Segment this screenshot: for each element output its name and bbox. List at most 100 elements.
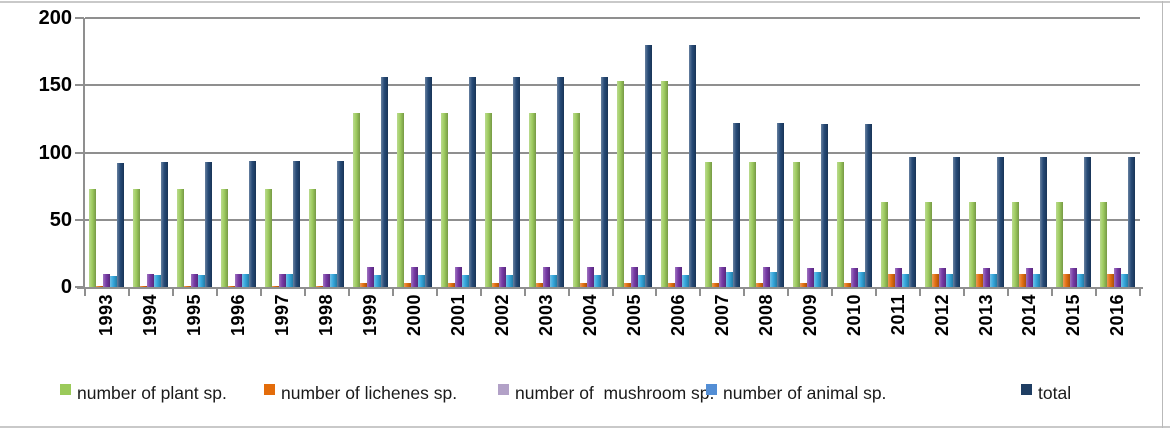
bar-total-1995 [205,162,213,287]
bar-plant-1999 [353,113,361,287]
bar-total-2014 [1040,157,1048,287]
bar-clusters [85,18,1140,287]
bar-animal-1996 [242,274,250,287]
x-label-1999: 1999 [360,294,381,337]
bar-lichenes-2011 [887,274,895,287]
bar-mushroom-2014 [1026,268,1034,287]
bar-cluster-2000 [393,18,437,287]
bar-cluster-2004 [568,18,612,287]
x-tick [875,289,877,296]
x-label-2013: 2013 [975,294,996,337]
gridline-200 [85,17,1140,19]
bar-animal-2005 [637,275,645,287]
bar-mushroom-1993 [103,274,111,287]
x-tick [480,289,482,296]
x-label-2006: 2006 [667,294,688,337]
bar-total-2005 [644,45,652,287]
bar-lichenes-1996 [228,286,236,287]
bar-plant-2005 [616,81,624,287]
x-tick [524,289,526,296]
y-label-100: 100 [38,141,72,164]
x-label-2000: 2000 [404,294,425,337]
bar-mushroom-1994 [147,274,155,287]
bar-animal-1995 [198,275,206,287]
bar-cluster-2003 [525,18,569,287]
bar-mushroom-2013 [982,268,990,287]
bar-total-2011 [908,157,916,287]
legend-swatch-mushroom [498,384,509,395]
x-label-2011: 2011 [887,294,908,336]
legend-item-plant: number of plant sp. [60,380,227,406]
bar-mushroom-2015 [1070,268,1078,287]
bar-mushroom-2000 [411,267,419,287]
bar-lichenes-1998 [316,286,324,287]
x-axis-labels: 1993 1994 1995 1996 1997 1998 1999 2000 2001 2002… [85,294,1140,364]
bar-plant-2016 [1100,202,1108,287]
bar-mushroom-1995 [191,274,199,287]
bar-mushroom-2007 [718,267,726,287]
bar-plant-2012 [924,202,932,287]
bar-plant-1996 [221,189,229,287]
bar-animal-2013 [989,274,997,287]
bar-lichenes-1997 [272,286,280,287]
x-tick [1139,289,1141,296]
bar-total-2015 [1084,157,1092,287]
gridline-150 [85,84,1140,87]
bar-plant-2004 [572,113,580,287]
y-label-150: 150 [38,74,72,97]
bar-total-2012 [952,157,960,287]
bar-mushroom-2005 [630,267,638,287]
bar-cluster-2007 [700,18,744,287]
bar-cluster-1997 [261,18,305,287]
bar-animal-1994 [154,275,162,287]
bar-total-2004 [600,77,608,287]
legend-label-total: total [1038,383,1072,403]
legend-item-animal: number of animal sp. [706,380,886,406]
bar-cluster-2016 [1096,18,1140,287]
bar-plant-1994 [133,189,141,287]
bar-animal-2009 [813,272,821,287]
gridline-100 [85,151,1140,154]
x-label-2012: 2012 [931,294,952,337]
x-tick [172,289,174,296]
bar-total-1997 [293,161,301,287]
bar-lichenes-2016 [1107,274,1115,287]
x-label-2008: 2008 [755,294,776,337]
legend-label-mushroom: number of mushroom sp. [515,383,715,403]
bar-animal-2016 [1121,274,1129,287]
legend-item-mushroom: number of mushroom sp. [498,380,714,406]
bar-mushroom-2001 [455,267,463,287]
x-tick [216,289,218,296]
bar-animal-1998 [330,274,338,287]
bar-plant-2002 [485,113,493,287]
x-tick [304,289,306,296]
x-label-2001: 2001 [448,294,469,337]
bar-mushroom-1996 [235,274,243,287]
frame-right-border [1162,1,1163,428]
bar-total-2013 [996,157,1004,287]
x-label-1997: 1997 [272,294,293,337]
bar-animal-2014 [1033,274,1041,287]
bar-plant-2006 [660,81,668,287]
bar-mushroom-1997 [279,274,287,287]
bar-total-1993 [117,163,125,287]
bar-animal-2004 [593,275,601,287]
bar-lichenes-2009 [799,283,807,287]
x-tick [436,289,438,296]
bar-lichenes-2004 [579,283,587,287]
bar-total-2007 [732,123,740,287]
bar-plant-2001 [441,113,449,287]
bar-mushroom-2009 [806,268,814,287]
y-tick-200 [75,17,84,19]
x-tick [1051,289,1053,296]
bar-plant-2010 [836,162,844,287]
x-label-2015: 2015 [1063,294,1084,337]
bar-plant-2003 [529,113,536,287]
bar-plant-2015 [1056,202,1064,287]
x-label-2007: 2007 [711,294,732,337]
gridline-50 [85,218,1140,221]
bar-lichenes-2007 [711,283,719,287]
bar-animal-2006 [681,275,689,287]
bar-plant-1995 [177,189,185,287]
